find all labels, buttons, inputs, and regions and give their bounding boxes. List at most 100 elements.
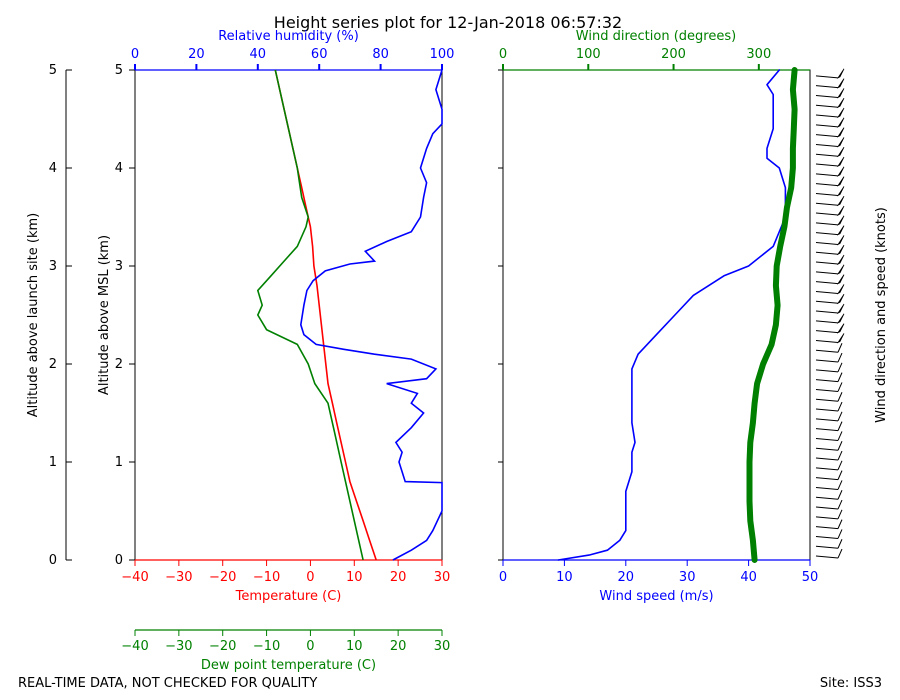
dew-xtick-label: 20 [390, 639, 407, 654]
barb-flag [836, 294, 845, 305]
barb-staff [815, 114, 839, 118]
wind-speed-line [557, 69, 787, 561]
barb-staff [815, 251, 839, 255]
barb-staff [815, 192, 839, 196]
wind-frame [502, 69, 811, 561]
barb-feather [837, 460, 843, 471]
barb-staff [815, 300, 839, 304]
launch-ylabel: Altitude above launch site (km) [26, 213, 41, 417]
msl-ytick-label: 4 [115, 161, 123, 176]
barb-staff [815, 222, 839, 226]
barb-flag [836, 147, 845, 158]
wind-barbs: Wind direction and speed (knots) [815, 68, 889, 559]
barb-flag [836, 284, 845, 295]
barb-staff [815, 104, 839, 108]
launch-ytick-label: 2 [49, 357, 57, 372]
temp-xtick-label: −20 [209, 570, 236, 585]
barb-staff [815, 212, 839, 216]
speed-xlabel: Wind speed (m/s) [599, 589, 713, 604]
thermo-panel: 0 1 2 3 4 5 Altitude above MSL (km) 0 1 2 3 4 5 Altit… [26, 29, 454, 673]
barb-staff [815, 388, 839, 392]
barb-flag [836, 127, 845, 138]
barb-staff [815, 290, 839, 294]
dew-xlabel: Dew point temperature (C) [201, 658, 376, 673]
temperature-line [274, 69, 377, 561]
barb-feather [837, 519, 843, 529]
site-label: Site: ISS3 [820, 676, 882, 691]
temp-xlabel: Temperature (C) [235, 589, 342, 604]
barb-staff [815, 437, 839, 441]
barb-staff [815, 202, 839, 206]
wind-direction-line [746, 67, 798, 563]
barb-feather [837, 480, 843, 490]
barb-flag [836, 156, 845, 168]
barb-staff [815, 516, 839, 520]
speed-xtick-label: 20 [618, 570, 635, 585]
speed-xtick-label: 0 [499, 570, 507, 585]
barb-feather [837, 539, 843, 549]
barb-staff [815, 330, 839, 334]
barb-feather [837, 490, 843, 500]
barb-staff [815, 496, 839, 500]
dew-xtick-label: −10 [253, 639, 280, 654]
barb-flag [836, 313, 845, 324]
barb-flag [836, 225, 845, 236]
dew-xtick-label: 10 [346, 639, 363, 654]
barb-flag [836, 68, 845, 79]
barb-flag [836, 245, 845, 256]
barb-flag [836, 254, 845, 266]
rh-xtick-label: 60 [311, 47, 328, 62]
barb-feather [837, 372, 843, 382]
dir-xtick-label: 200 [661, 47, 686, 62]
barb-flag [836, 264, 845, 275]
launch-ytick-label: 0 [49, 553, 57, 568]
launch-ytick-label: 1 [49, 455, 57, 470]
rh-xtick-label: 0 [131, 47, 139, 62]
barb-feather [837, 362, 843, 373]
speed-xtick-label: 10 [556, 570, 573, 585]
barb-feather [837, 450, 843, 461]
dew-xtick-label: −40 [121, 639, 148, 654]
barb-flag [836, 166, 845, 177]
barb-flag [836, 107, 845, 119]
temp-xtick-label: −30 [165, 570, 192, 585]
barb-staff [815, 153, 839, 157]
barb-staff [815, 183, 839, 187]
temp-xtick-label: 0 [306, 570, 314, 585]
barb-flag [836, 215, 845, 226]
barb-feather [837, 352, 843, 363]
barb-flag [836, 196, 845, 207]
barb-staff [815, 467, 839, 471]
dew-xtick-label: −20 [209, 639, 236, 654]
relative-humidity-line [299, 69, 443, 561]
barb-flag [836, 98, 845, 109]
dir-xtick-label: 100 [576, 47, 601, 62]
rh-xtick-label: 40 [250, 47, 267, 62]
barb-staff [815, 545, 839, 549]
barb-staff [815, 418, 839, 422]
speed-xtick-label: 40 [740, 570, 757, 585]
dir-xtick-label: 0 [499, 47, 507, 62]
barb-flag [836, 323, 845, 334]
barb-flag [836, 176, 845, 187]
barb-flag [836, 117, 845, 128]
dew-xtick-label: 30 [434, 639, 451, 654]
barb-feather [837, 411, 843, 422]
barb-staff [815, 398, 839, 402]
dir-xlabel: Wind direction (degrees) [576, 29, 736, 44]
chart-title: Height series plot for 12-Jan-2018 06:57… [274, 13, 622, 32]
barb-flag [836, 274, 845, 285]
dew-xtick-label: −30 [165, 639, 192, 654]
rh-xtick-label: 100 [430, 47, 455, 62]
barb-staff [815, 486, 839, 490]
barb-staff [815, 163, 839, 167]
launch-ytick-label: 4 [49, 161, 57, 176]
barb-staff [815, 349, 839, 353]
barb-flag [836, 137, 845, 148]
rh-xtick-label: 20 [188, 47, 205, 62]
barb-feather [837, 382, 843, 392]
barb-feather [837, 548, 843, 559]
barb-staff [815, 85, 839, 89]
barb-staff [815, 408, 839, 412]
